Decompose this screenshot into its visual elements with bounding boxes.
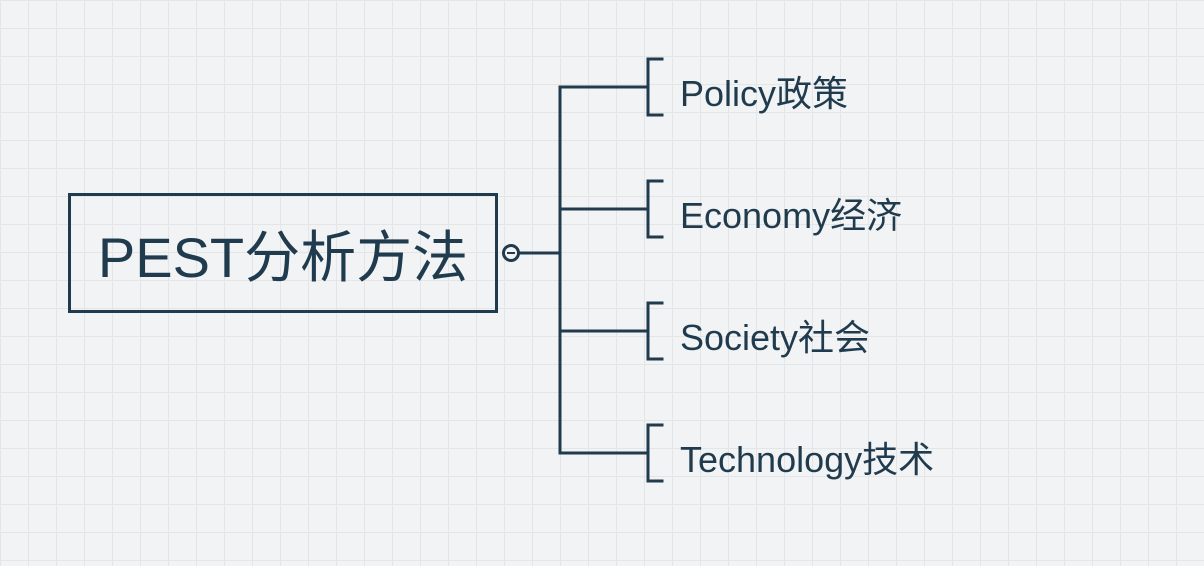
child-node[interactable]: Economy经济 (680, 187, 902, 239)
child-node[interactable]: Society社会 (680, 309, 870, 361)
collapse-toggle-icon[interactable] (502, 244, 520, 262)
root-node-label: PEST分析方法 (98, 213, 468, 294)
root-node[interactable]: PEST分析方法 (68, 193, 498, 313)
child-node[interactable]: Policy政策 (680, 65, 848, 117)
child-node[interactable]: Technology技术 (680, 431, 934, 483)
